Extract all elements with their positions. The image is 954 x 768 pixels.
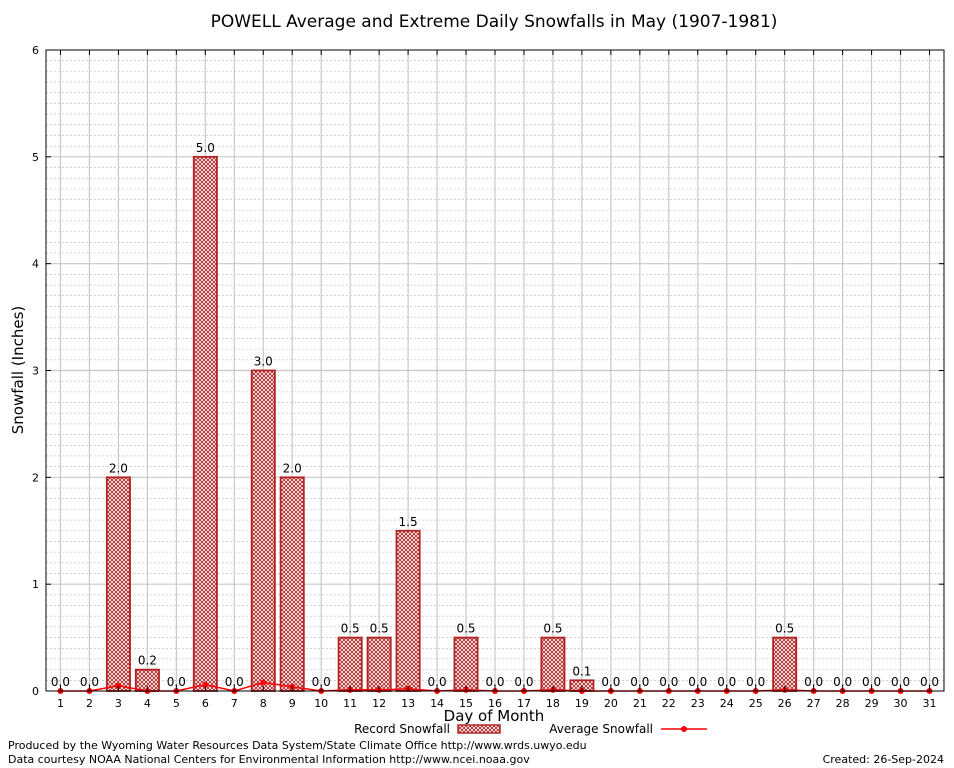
x-tick-label: 15 [459,697,473,710]
x-tick-label: 14 [430,697,444,710]
x-tick-label: 19 [575,697,589,710]
bar-value-label: 0.0 [167,675,186,689]
bar-value-label: 0.0 [630,675,649,689]
y-tick-label: 3 [32,365,39,378]
record-bar [337,636,363,692]
footer-created-date: Created: 26-Sep-2024 [822,753,944,766]
average-point [115,682,122,689]
record-bar [192,155,218,692]
bar-value-label: 0.0 [428,675,447,689]
bar-value-label: 0.0 [862,675,881,689]
bar-value-label: 3.0 [254,355,273,369]
bar-value-label: 0.0 [51,675,70,689]
average-point [260,679,267,686]
bar-value-label: 0.0 [920,675,939,689]
bar-value-label: 0.1 [572,664,591,678]
bar-value-label: 0.5 [370,622,389,636]
data-labels: 0.0 0.0 2.0 0.2 0.0 5.0 0.0 3.0 2.0 0.0 0.5 0.5 1.5 0… [51,141,939,689]
x-tick-label: 29 [865,697,879,710]
record-bars [105,155,798,692]
legend-record-label: Record Snowfall [354,722,450,736]
x-tick-label: 16 [488,697,502,710]
bar-value-label: 0.0 [746,675,765,689]
footer-data-source: Data courtesy NOAA National Centers for … [8,753,530,766]
bar-value-label: 0.0 [891,675,910,689]
bar-value-label: 0.0 [688,675,707,689]
x-tick-label: 30 [894,697,908,710]
x-axis-label: Day of Month [444,707,545,725]
x-tick-label: 22 [662,697,676,710]
bar-value-label: 0.0 [312,675,331,689]
x-tick-label: 6 [202,697,209,710]
record-bar [540,636,566,692]
x-tick-label: 17 [517,697,531,710]
x-tick-label: 20 [604,697,618,710]
footer-producer: Produced by the Wyoming Water Resources … [8,739,587,752]
record-bar [772,636,798,692]
record-bar [250,369,276,692]
x-tick-label: 10 [314,697,328,710]
bar-value-label: 0.0 [804,675,823,689]
bar-value-label: 0.5 [341,622,360,636]
x-tick-label: 21 [633,697,647,710]
x-tick-label: 23 [691,697,705,710]
bar-value-label: 1.5 [399,515,418,529]
x-tick-label: 4 [144,697,151,710]
legend-record-swatch [457,724,501,734]
bar-value-label: 0.0 [601,675,620,689]
x-tick-label: 11 [343,697,357,710]
x-tick-label: 27 [807,697,821,710]
legend-average-marker [681,726,687,732]
x-tick-label: 9 [289,697,296,710]
x-tick-label: 1 [57,697,64,710]
bar-value-label: 0.0 [717,675,736,689]
bar-value-label: 0.5 [456,622,475,636]
x-tick-label: 25 [749,697,763,710]
bar-value-label: 0.0 [225,675,244,689]
bar-value-label: 0.0 [833,675,852,689]
x-tick-label: 13 [401,697,415,710]
y-tick-label: 4 [32,258,39,271]
grid [46,50,944,691]
y-tick-label: 5 [32,151,39,164]
bar-value-label: 0.5 [775,622,794,636]
x-tick-label: 8 [260,697,267,710]
bar-value-label: 5.0 [196,141,215,155]
x-tick-label: 2 [86,697,93,710]
record-bar [279,476,305,692]
x-tick-label: 28 [836,697,850,710]
bar-value-label: 2.0 [109,461,128,475]
bar-value-label: 0.0 [659,675,678,689]
y-axis-label: Snowfall (Inches) [9,306,27,434]
y-tick-label: 6 [32,44,39,57]
bar-value-label: 2.0 [283,461,302,475]
bar-value-label: 0.2 [138,654,157,668]
bar-value-label: 0.0 [514,675,533,689]
bar-value-label: 0.5 [543,622,562,636]
record-bar [105,476,131,692]
x-tick-label: 24 [720,697,734,710]
y-tick-label: 0 [32,685,39,698]
x-tick-label: 5 [173,697,180,710]
x-tick-label: 12 [372,697,386,710]
bar-value-label: 0.0 [80,675,99,689]
x-tick-label: 31 [923,697,937,710]
legend: Record Snowfall Average Snowfall [354,722,707,736]
x-tick-label: 7 [231,697,238,710]
y-tick-label: 1 [32,578,39,591]
x-tick-label: 26 [778,697,792,710]
legend-average-label: Average Snowfall [549,722,653,736]
x-tick-label: 18 [546,697,560,710]
record-bar [395,529,421,692]
x-tick-label: 3 [115,697,122,710]
bar-value-label: 0.0 [485,675,504,689]
chart-title: POWELL Average and Extreme Daily Snowfal… [211,12,778,32]
record-bar [453,636,479,692]
y-tick-label: 2 [32,471,39,484]
average-point [202,681,209,688]
record-bar [366,636,392,692]
